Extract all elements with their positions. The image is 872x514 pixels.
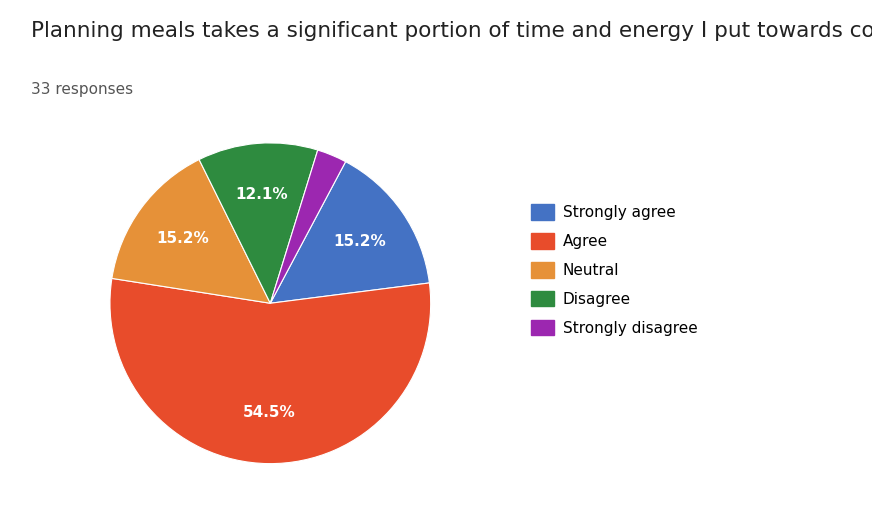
Wedge shape [270,162,429,303]
Text: 15.2%: 15.2% [156,231,208,246]
Text: 54.5%: 54.5% [242,405,295,420]
Text: 15.2%: 15.2% [334,234,386,249]
Text: Planning meals takes a significant portion of time and energy I put towards cook: Planning meals takes a significant porti… [31,21,872,41]
Wedge shape [270,150,345,303]
Wedge shape [112,159,270,303]
Wedge shape [199,143,317,303]
Legend: Strongly agree, Agree, Neutral, Disagree, Strongly disagree: Strongly agree, Agree, Neutral, Disagree… [531,204,698,336]
Text: 33 responses: 33 responses [31,82,133,97]
Wedge shape [110,279,431,464]
Text: 12.1%: 12.1% [235,187,288,202]
